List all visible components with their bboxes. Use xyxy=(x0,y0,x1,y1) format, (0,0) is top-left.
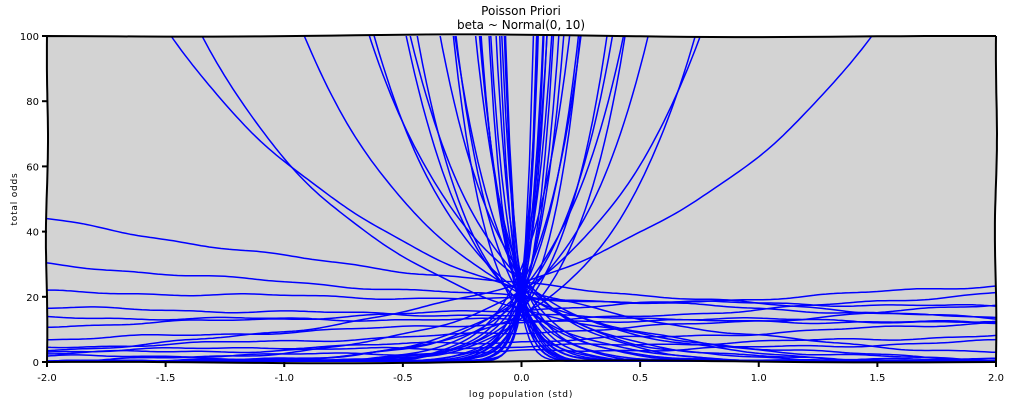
y-tick-label: 0 xyxy=(33,358,39,369)
y-axis-label: total odds xyxy=(10,172,20,225)
x-tick-label: -1.5 xyxy=(156,373,176,384)
series-line-59 xyxy=(504,36,996,362)
x-tick-label: 1.0 xyxy=(751,373,767,384)
x-tick-label: -0.5 xyxy=(393,373,413,384)
y-tick-label: 40 xyxy=(26,228,39,239)
series-line-12 xyxy=(47,334,996,355)
series-line-55 xyxy=(488,36,996,362)
series-line-11 xyxy=(47,321,996,353)
chart-subtitle: beta ~ Normal(0, 10) xyxy=(457,18,585,32)
y-tick-label: 100 xyxy=(20,32,39,43)
series-line-51 xyxy=(452,36,986,362)
y-axis-ticks: 0 20 40 60 80 100 xyxy=(20,32,47,369)
series-line-49 xyxy=(47,36,626,362)
plot-background xyxy=(47,36,996,362)
y-tick-label: 20 xyxy=(26,293,39,304)
series-line-10 xyxy=(47,304,996,349)
series-line-7 xyxy=(47,291,996,341)
plot-frame xyxy=(44,33,999,365)
x-tick-label: 2.0 xyxy=(988,373,1004,384)
series-line-58 xyxy=(56,36,539,362)
series-line-60 xyxy=(47,36,538,362)
series-line-50 xyxy=(47,36,571,362)
x-tick-label: -2.0 xyxy=(37,373,57,384)
x-axis-ticks: -2.0 -1.5 -1.0 -0.5 0.0 0.5 1.0 1.5 2.0 xyxy=(37,362,1004,384)
x-tick-label: -1.0 xyxy=(274,373,294,384)
y-tick-label: 60 xyxy=(26,162,39,173)
series-line-14 xyxy=(47,315,996,325)
x-tick-label: 1.5 xyxy=(869,373,885,384)
x-axis-label: log population (std) xyxy=(469,390,573,400)
y-tick-label: 80 xyxy=(26,97,39,108)
chart-title: Poisson Priori xyxy=(481,4,561,18)
x-tick-label: 0.5 xyxy=(632,373,648,384)
x-tick-label: 0.0 xyxy=(514,373,530,384)
series-line-13 xyxy=(47,338,996,359)
